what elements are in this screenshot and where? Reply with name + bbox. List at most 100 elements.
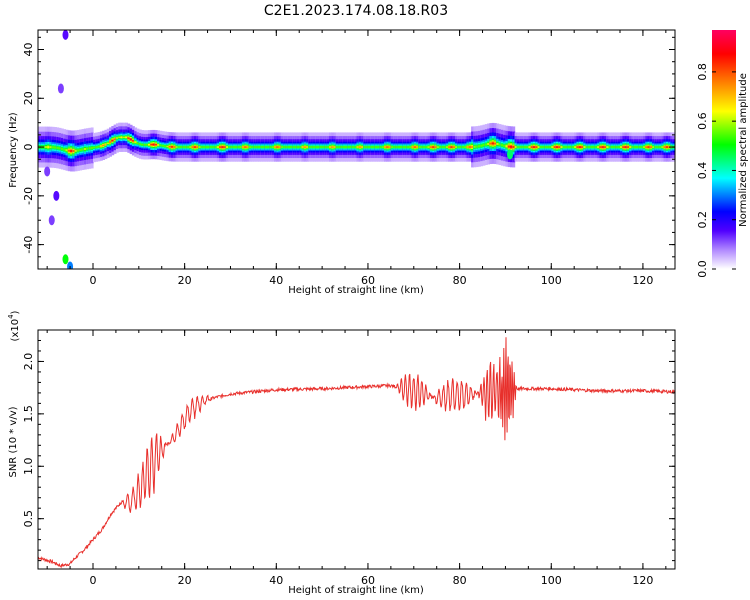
spectrogram-cell xyxy=(553,146,557,148)
spectrogram-cell xyxy=(106,142,110,145)
spectrogram-cell xyxy=(381,146,385,148)
spectrogram-cell xyxy=(546,146,550,148)
spectrogram-panel: 0 20 40 60 80 100 120 -40 -20 0 20 40 Height of st… xyxy=(8,29,676,296)
spectrogram-cell xyxy=(432,146,436,148)
colorbar-tick-label: 0.6 xyxy=(696,112,709,130)
spectrogram-cell xyxy=(365,146,369,148)
x-tick-label: 60 xyxy=(361,574,375,587)
spectrogram-cell xyxy=(560,146,564,148)
spectrogram-cell xyxy=(496,142,500,145)
spectrogram-cell xyxy=(228,146,232,148)
spectrogram-cell xyxy=(367,146,371,148)
spectrogram-cell xyxy=(177,146,181,148)
spectrogram-cell xyxy=(60,147,64,150)
spectrogram-cell xyxy=(372,146,376,148)
spectrogram-blob xyxy=(67,261,74,269)
spectrogram-cell xyxy=(523,146,527,148)
spectrogram-cell xyxy=(329,146,332,148)
spectrogram-cell xyxy=(466,146,470,148)
spectrogram-cell xyxy=(280,146,284,148)
spectrogram-cell xyxy=(92,146,96,149)
spectrogram-cell xyxy=(209,146,213,148)
spectrogram-cell xyxy=(168,146,172,148)
spectrogram-cell xyxy=(617,146,621,148)
spectrogram-cell xyxy=(626,146,630,148)
spectrogram-cell xyxy=(164,145,167,147)
spectrogram-cell xyxy=(475,145,479,148)
spectrogram-cell xyxy=(656,146,660,148)
spectrogram-cell xyxy=(661,146,665,148)
spectrogram-cell xyxy=(544,146,548,148)
spectrogram-y-axis-label: Frequency (Hz) xyxy=(8,112,19,188)
x-tick-label: 60 xyxy=(361,274,375,287)
spectrogram-cell xyxy=(143,144,147,146)
spectrogram-cell xyxy=(193,146,197,148)
spectrogram-cell xyxy=(590,146,594,148)
spectrogram-cell xyxy=(303,146,307,148)
spectrogram-cell xyxy=(212,146,216,148)
spectrogram-cell xyxy=(480,144,484,147)
spectrogram-cell xyxy=(436,146,440,148)
spectrogram-cell xyxy=(631,146,635,148)
spectrogram-cell xyxy=(498,143,502,146)
spectrogram-cell xyxy=(335,146,339,148)
spectrogram-cell xyxy=(264,146,268,148)
spectrogram-cell xyxy=(109,141,112,143)
spectrogram-cell xyxy=(576,146,580,148)
snr-panel: 0 20 40 60 80 100 120 0.5 1.0 1.5 2.0 Height of s… xyxy=(7,310,676,596)
spectrogram-cell xyxy=(97,145,101,148)
spectrogram-cell xyxy=(120,136,124,139)
snr-frame xyxy=(37,329,676,570)
spectrogram-cell xyxy=(636,146,639,148)
spectrogram-cell xyxy=(434,146,438,148)
spectrogram-cell xyxy=(347,146,351,148)
spectrogram-cell xyxy=(292,146,296,148)
spectrogram-cell xyxy=(503,144,507,147)
spectrogram-cell xyxy=(574,146,578,148)
spectrogram-cell xyxy=(477,145,481,148)
spectrogram-cell xyxy=(214,146,218,148)
spectrogram-cell xyxy=(67,149,71,152)
spectrogram-cell xyxy=(374,146,378,148)
spectrogram-blob xyxy=(62,30,69,40)
colorbar-label: Normalized spectral amplitude xyxy=(738,73,749,227)
spectrogram-cell xyxy=(54,146,57,149)
spectrogram-cell xyxy=(170,146,174,148)
spectrogram-cell xyxy=(603,146,607,148)
spectrogram-cell xyxy=(390,146,394,148)
spectrogram-cell xyxy=(512,145,516,148)
spectrogram-cell xyxy=(244,146,248,148)
spectrogram-cell xyxy=(645,146,649,148)
spectrogram-cell xyxy=(622,146,626,148)
x-tick-label: 100 xyxy=(541,574,562,587)
spectrogram-cell xyxy=(594,146,598,148)
spectrogram-cell xyxy=(70,149,73,153)
spectrogram-cell xyxy=(537,146,541,148)
spectrogram-cell xyxy=(416,146,419,148)
spectrogram-cell xyxy=(88,147,92,150)
spectrogram-cell xyxy=(294,146,298,148)
spectrogram-cell xyxy=(500,144,504,147)
spectrogram-cell xyxy=(510,145,513,148)
spectrogram-cell xyxy=(230,146,234,148)
x-tick-label: 0 xyxy=(89,274,96,287)
spectrogram-cell xyxy=(260,146,264,148)
spectrogram-cell xyxy=(200,146,204,148)
y-tick-label: -20 xyxy=(22,187,35,205)
spectrogram-cell xyxy=(47,146,51,149)
x-tick-label: 0 xyxy=(89,574,96,587)
spectrogram-cell xyxy=(409,146,413,148)
y-tick-label: 0 xyxy=(22,144,35,151)
spectrogram-cell xyxy=(386,146,390,148)
y-tick-label: 40 xyxy=(22,43,35,57)
spectrogram-cell xyxy=(642,146,646,148)
spectrogram-cell xyxy=(253,146,257,148)
spectrogram-cell xyxy=(147,143,151,146)
spectrogram-cell xyxy=(514,146,518,148)
spectrogram-cell xyxy=(285,146,289,148)
snr-y-multiplier: (x104) xyxy=(7,310,21,341)
spectrogram-cell xyxy=(269,146,273,148)
spectrogram-image xyxy=(38,30,675,269)
spectrogram-cell xyxy=(445,146,449,148)
